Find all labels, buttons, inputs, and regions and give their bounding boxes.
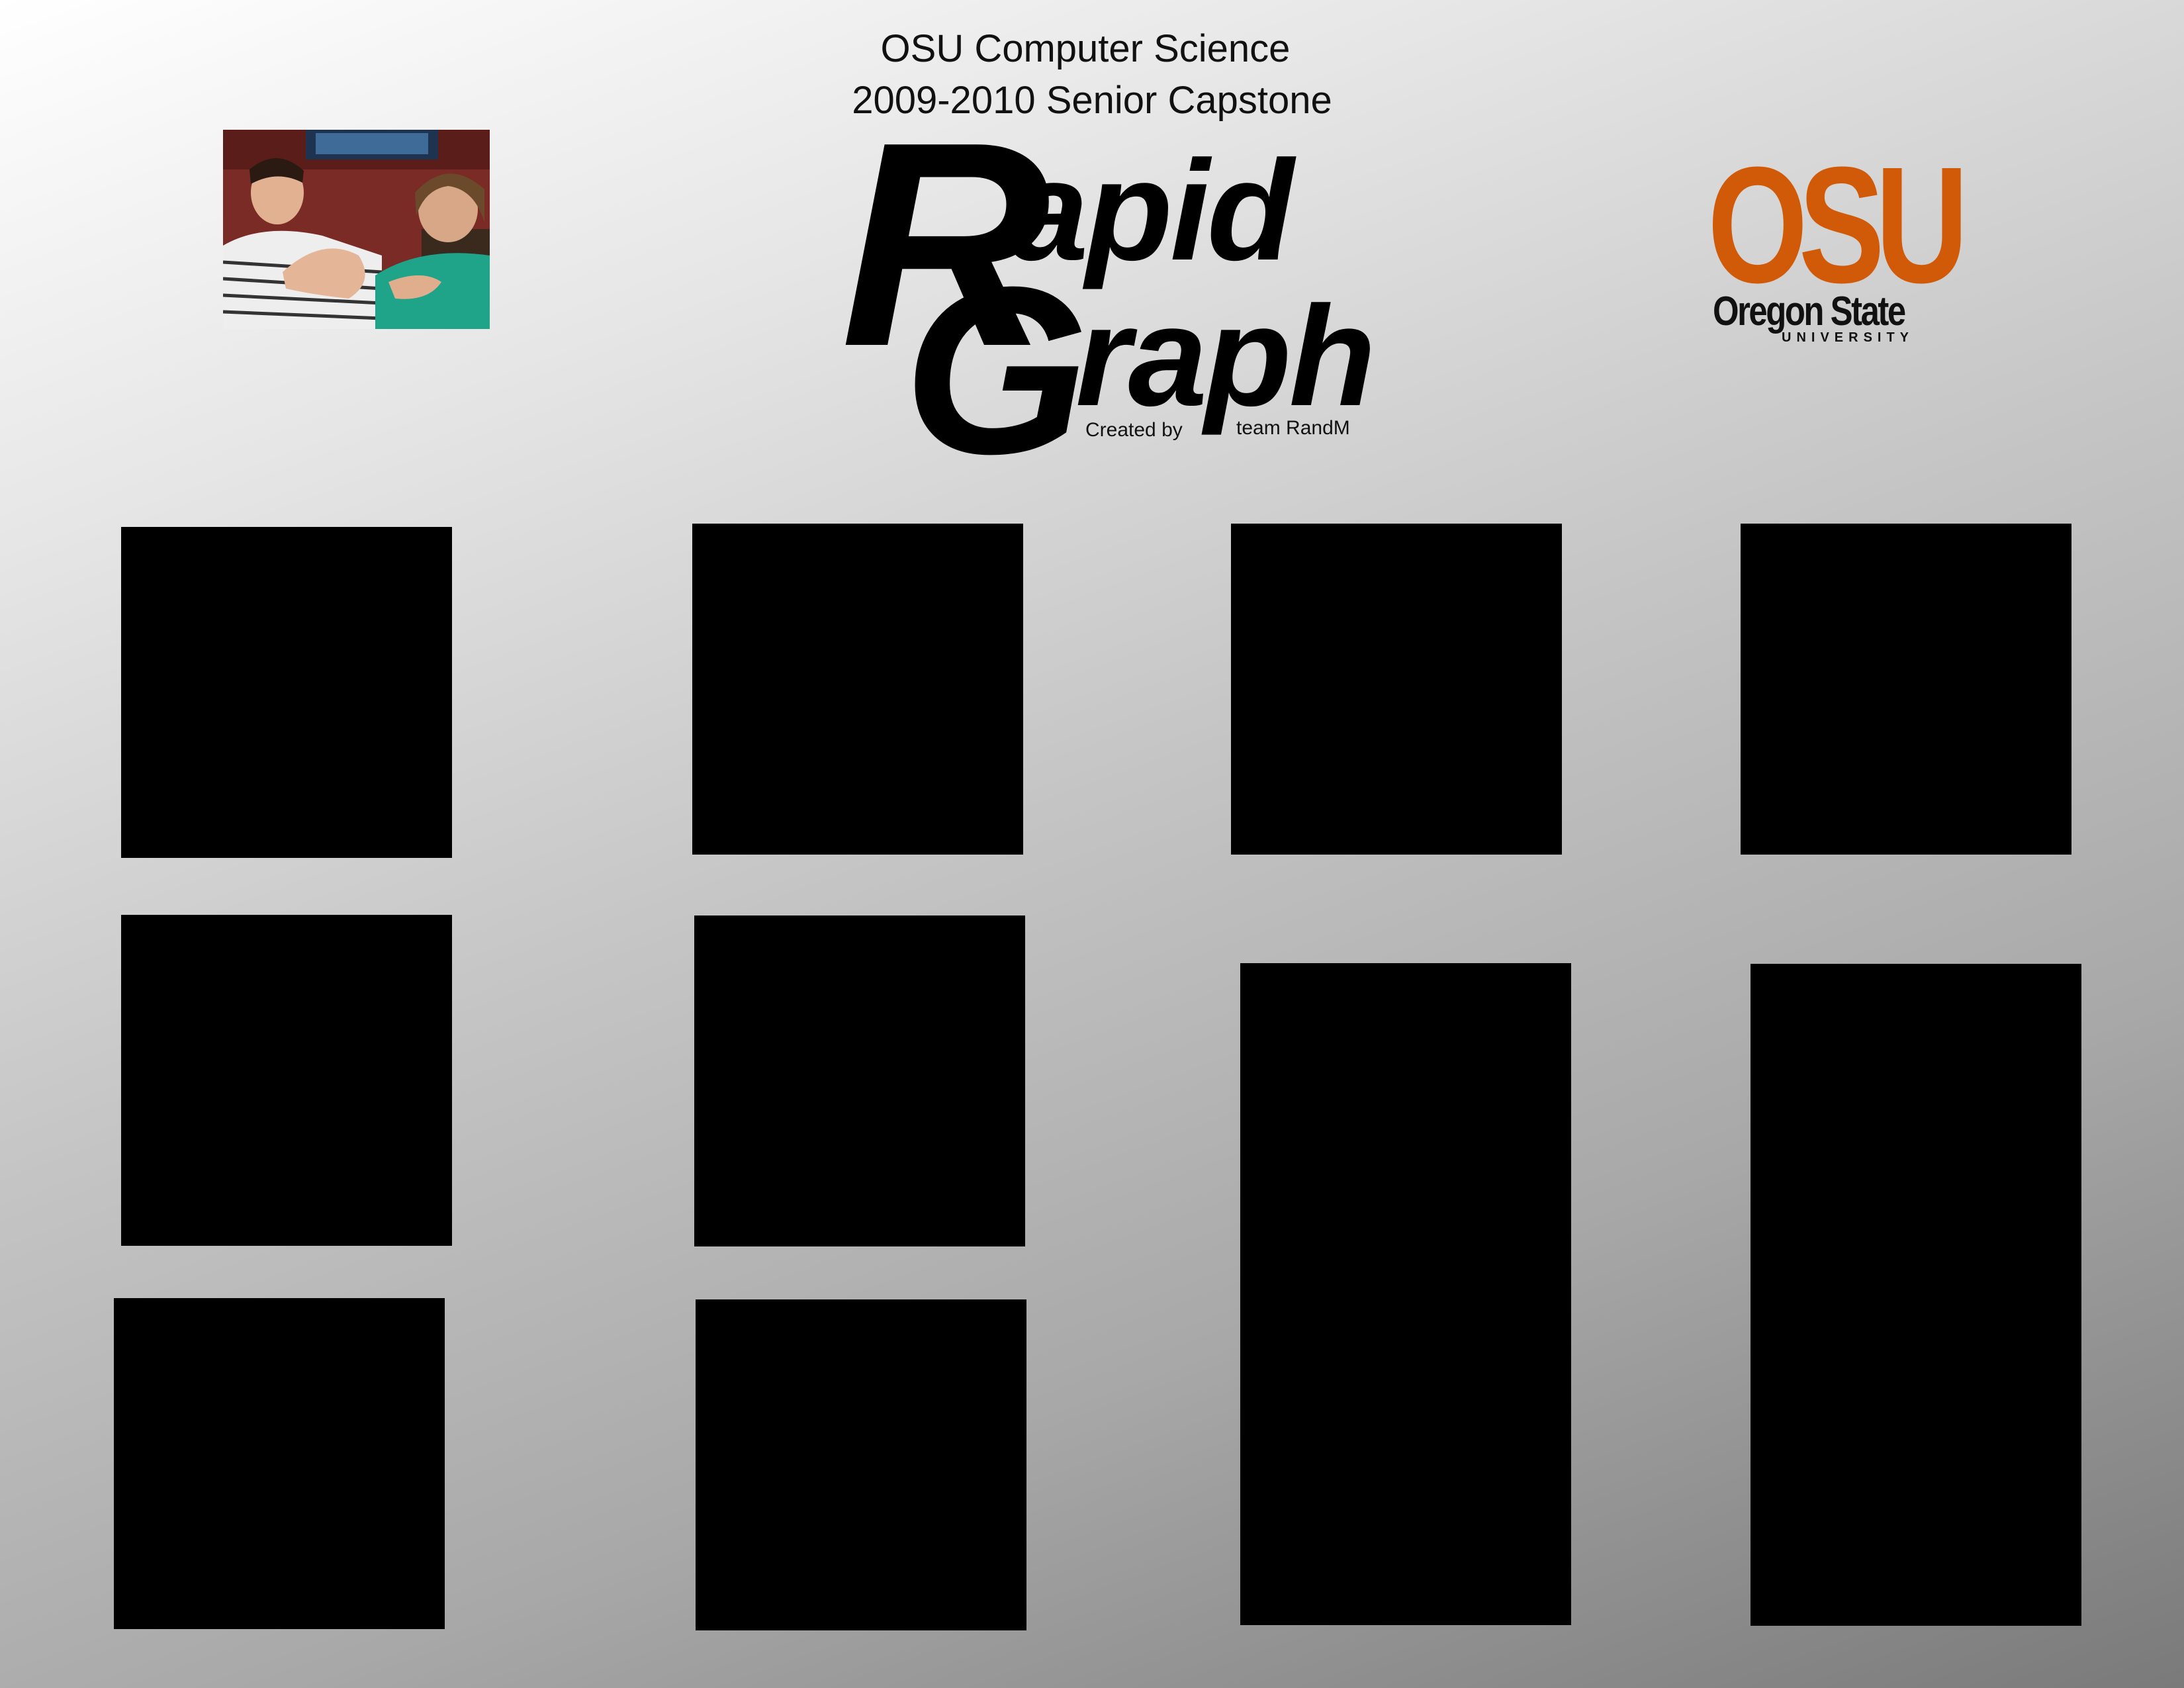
- panel-5: [121, 915, 452, 1246]
- panel-2: [692, 524, 1023, 855]
- logo-letter-g: G: [903, 238, 1089, 504]
- panel-6: [694, 915, 1025, 1246]
- logo-word-apid: apid: [1009, 130, 1294, 290]
- osu-logo-name: Oregon State: [1713, 289, 1906, 334]
- header-line-2: 2009-2010 Senior Capstone: [852, 79, 1332, 122]
- panel-7: [1240, 963, 1571, 1625]
- osu-logo: OSU Oregon State UNIVERSITY: [1707, 132, 1968, 348]
- team-name-text: team RandM: [1236, 417, 1350, 439]
- panel-3: [1231, 524, 1562, 855]
- osu-logo-mark: OSU: [1707, 132, 1968, 317]
- logo-word-raph: raph: [1075, 276, 1376, 436]
- panel-4: [1741, 524, 2071, 855]
- team-photo-icon: [223, 130, 490, 329]
- team-photo: [223, 130, 490, 329]
- panel-9: [114, 1298, 445, 1629]
- panel-10: [696, 1299, 1026, 1630]
- panel-1: [121, 527, 452, 858]
- logo-letter-r: R: [841, 82, 1051, 407]
- panel-8: [1751, 964, 2081, 1626]
- osu-logo-university: UNIVERSITY: [1782, 330, 1915, 345]
- header-line-1: OSU Computer Science: [880, 27, 1291, 70]
- created-by-text: Created by: [1085, 419, 1183, 441]
